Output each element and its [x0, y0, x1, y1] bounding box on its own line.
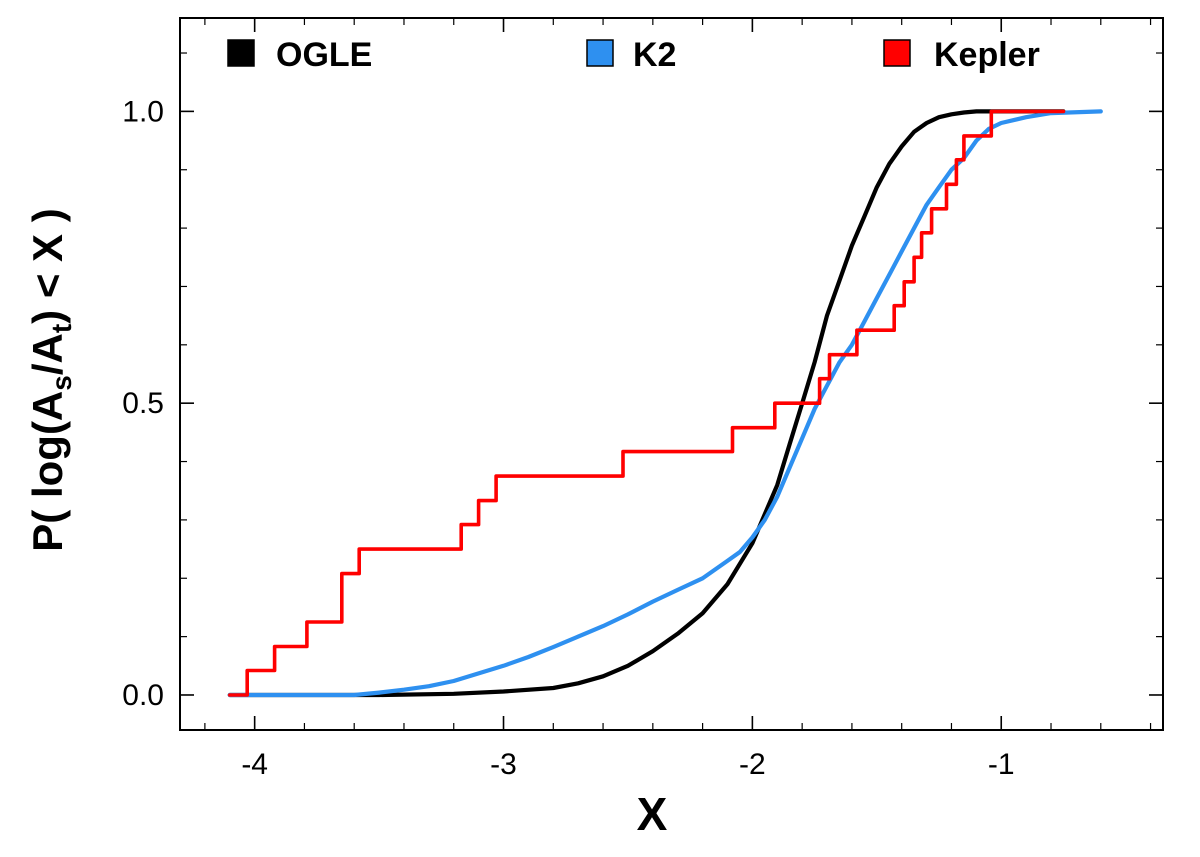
x-tick-label: -2: [739, 748, 766, 781]
legend-label-ogle: OGLE: [276, 36, 372, 74]
series-line-k2: [227, 109, 1103, 698]
y-axis-title-prefix: P( log(A: [24, 391, 71, 552]
legend-item-k2: K2: [586, 36, 676, 74]
series-line-kepler: [228, 109, 1066, 697]
y-tick-label: 1.0: [122, 95, 164, 128]
legend-item-kepler: Kepler: [883, 36, 1040, 74]
x-axis-title: X: [637, 788, 668, 840]
series-layer: [227, 109, 1103, 698]
legend-label-k2: K2: [633, 36, 676, 74]
x-tick-labels: -4 -3 -2 -1: [241, 748, 1014, 781]
legend: OGLE K2 Kepler: [227, 36, 1040, 74]
legend-label-kepler: Kepler: [934, 36, 1040, 74]
y-axis-title-suffix: ) < X ): [24, 208, 71, 324]
x-tick-label: -1: [988, 748, 1015, 781]
y-axis-title-mid: /A: [24, 333, 71, 375]
legend-swatch-kepler: [883, 39, 911, 67]
legend-swatch-ogle: [227, 39, 255, 67]
plot-frame: [179, 17, 1164, 731]
y-tick-labels: 0.0 0.5 1.0: [122, 95, 164, 712]
y-tick-label: 0.0: [122, 679, 164, 712]
x-tick-label: -4: [241, 748, 268, 781]
y-axis-title-sub1: s: [46, 375, 77, 391]
minor-ticks: [180, 18, 1163, 730]
x-tick-label: -3: [490, 748, 517, 781]
legend-swatch-k2: [586, 39, 614, 67]
legend-item-ogle: OGLE: [227, 36, 372, 74]
y-axis-title-sub2: t: [46, 324, 77, 333]
series-line-ogle: [227, 109, 1066, 698]
y-tick-label: 0.5: [122, 387, 164, 420]
major-ticks: [180, 18, 1163, 730]
y-axis-title: P( log(As/At) < X ): [24, 208, 77, 551]
